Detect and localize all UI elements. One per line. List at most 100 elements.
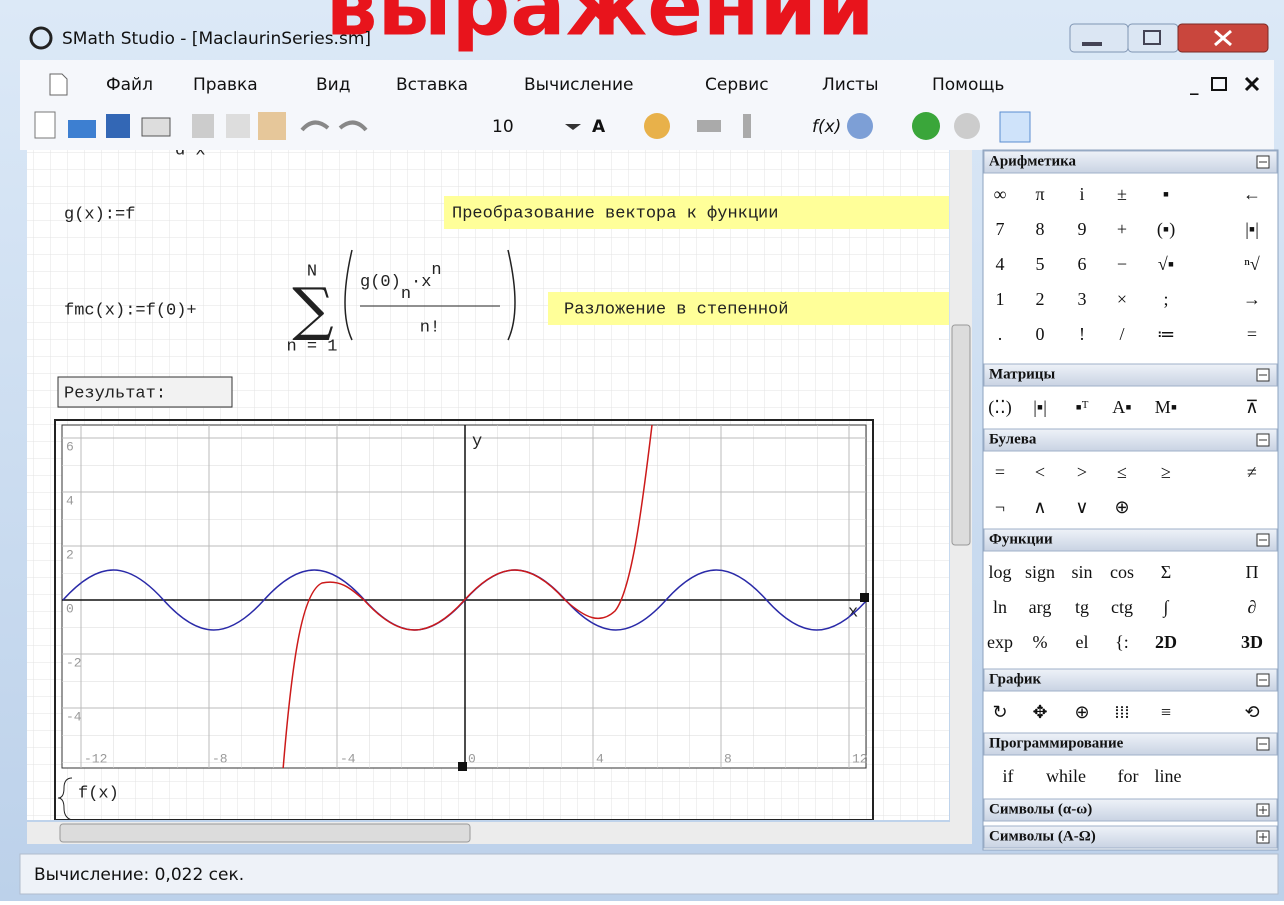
minimize-button[interactable]	[1069, 23, 1129, 53]
save-icon[interactable]	[106, 114, 130, 138]
open-icon[interactable]	[68, 120, 96, 138]
panel-button[interactable]: ≤	[1117, 462, 1127, 482]
panel-button[interactable]: Σ	[1161, 562, 1171, 582]
panel-button[interactable]: ;	[1163, 289, 1168, 309]
mdi-restore[interactable]	[1211, 77, 1227, 91]
panel-button[interactable]: √▪	[1158, 254, 1174, 274]
menu-item[interactable]: Сервис	[705, 75, 769, 95]
valign-icon[interactable]	[743, 114, 751, 138]
stop-icon[interactable]	[954, 113, 980, 139]
panel-button[interactable]: ⊼	[1245, 397, 1258, 417]
panel-button[interactable]: 5	[1036, 254, 1045, 274]
panel-button[interactable]: −	[1117, 254, 1127, 274]
panel-button[interactable]: if	[1003, 766, 1014, 786]
panel-button[interactable]: ≥	[1161, 462, 1171, 482]
panel-button[interactable]: ln	[993, 597, 1007, 617]
panel-button[interactable]: <	[1035, 462, 1045, 482]
align-icon[interactable]	[697, 120, 721, 132]
panel-button[interactable]: →	[1243, 289, 1261, 309]
menu-item[interactable]: Файл	[106, 75, 153, 95]
panel-header[interactable]	[983, 150, 1278, 174]
plot-handle[interactable]	[860, 593, 869, 602]
panel-button[interactable]: ≡	[1161, 702, 1171, 722]
panel-button[interactable]: arg	[1029, 597, 1052, 617]
panel-button[interactable]: ±	[1117, 184, 1127, 204]
size-dropdown[interactable]	[565, 124, 581, 130]
panel-button[interactable]: ∧	[1033, 497, 1046, 517]
panel-header[interactable]	[983, 668, 1278, 692]
font-size-box[interactable]: 10	[492, 117, 514, 137]
menu-item[interactable]: Помощь	[932, 75, 1004, 95]
panel-header[interactable]	[983, 428, 1278, 452]
mdi-close[interactable]	[1244, 76, 1260, 92]
paste-icon[interactable]	[258, 112, 286, 140]
panel-button[interactable]: ¬	[995, 497, 1005, 517]
panel-button[interactable]: 8	[1036, 219, 1045, 239]
panel-button[interactable]: ⁿ√	[1244, 254, 1260, 274]
mdi-minimize[interactable]: _	[1190, 76, 1199, 96]
panel-button[interactable]: ≔	[1157, 324, 1175, 344]
print-icon[interactable]	[141, 117, 171, 137]
panel-button[interactable]: 4	[996, 254, 1005, 274]
panel-button[interactable]: 0	[1036, 324, 1045, 344]
panel-header[interactable]	[983, 825, 1278, 849]
panel-button[interactable]: ←	[1243, 184, 1261, 204]
panel-button[interactable]: for	[1118, 766, 1139, 786]
panel-button[interactable]: cos	[1110, 562, 1134, 582]
panel-button[interactable]: sign	[1025, 562, 1055, 582]
calculate-icon[interactable]	[912, 112, 940, 140]
panel-button[interactable]: 9	[1078, 219, 1087, 239]
panel-button[interactable]: ∂	[1248, 597, 1257, 617]
copy-icon[interactable]	[226, 114, 250, 138]
panel-button[interactable]: ⊕	[1114, 497, 1129, 517]
menu-item[interactable]: Вставка	[396, 75, 468, 95]
panel-button[interactable]: A▪	[1112, 397, 1131, 417]
panel-button[interactable]: ⊕	[1074, 702, 1089, 722]
panel-button[interactable]: exp	[987, 632, 1013, 652]
panel-button[interactable]: 3	[1078, 289, 1087, 309]
panel-button[interactable]: =	[1247, 324, 1257, 344]
panel-button[interactable]: 2D	[1155, 632, 1177, 652]
panel-button[interactable]: el	[1076, 632, 1089, 652]
panel-button[interactable]: 1	[996, 289, 1005, 309]
plugin-icon[interactable]	[847, 113, 873, 139]
panel-button[interactable]: log	[988, 562, 1011, 582]
panel-button[interactable]: |▪|	[1245, 219, 1259, 239]
panel-button[interactable]: ⁞⁞⁞	[1114, 702, 1129, 722]
panel-button[interactable]: π	[1035, 184, 1044, 204]
panel-button[interactable]: ctg	[1111, 597, 1133, 617]
panel-button[interactable]: ✥	[1032, 702, 1047, 722]
plot-handle[interactable]	[458, 762, 467, 771]
panel-toggle[interactable]	[999, 111, 1031, 143]
panel-button[interactable]: (⁚⁚)	[988, 397, 1011, 418]
panel-header[interactable]	[983, 363, 1278, 387]
panel-button[interactable]: while	[1046, 766, 1086, 786]
panel-button[interactable]: sin	[1071, 562, 1092, 582]
scroll-thumb[interactable]	[59, 823, 471, 843]
panel-button[interactable]: (▪)	[1157, 219, 1175, 240]
panel-button[interactable]: .	[998, 324, 1003, 344]
menu-item[interactable]: Вычисление	[524, 75, 633, 95]
panel-button[interactable]: /	[1119, 324, 1124, 344]
cut-icon[interactable]	[192, 114, 214, 138]
panel-button[interactable]: M▪	[1155, 397, 1177, 417]
panel-button[interactable]: 2	[1036, 289, 1045, 309]
color-icon[interactable]	[644, 113, 670, 139]
panel-button[interactable]: ≠	[1247, 462, 1257, 482]
panel-button[interactable]: |▪|	[1033, 397, 1047, 417]
panel-button[interactable]: 6	[1078, 254, 1087, 274]
panel-button[interactable]: i	[1079, 184, 1084, 204]
panel-button[interactable]: ⟲	[1244, 702, 1259, 722]
redo-icon[interactable]	[338, 120, 368, 132]
undo-icon[interactable]	[300, 120, 330, 132]
panel-header[interactable]	[983, 732, 1278, 756]
menu-item[interactable]: Вид	[316, 75, 350, 95]
scroll-thumb[interactable]	[951, 324, 971, 546]
panel-button[interactable]: !	[1079, 324, 1085, 344]
menu-item[interactable]: Правка	[193, 75, 258, 95]
menu-item[interactable]: Листы	[822, 75, 879, 95]
panel-button[interactable]: 3D	[1241, 632, 1263, 652]
panel-button[interactable]: ×	[1117, 289, 1127, 309]
font-icon[interactable]: A	[592, 117, 606, 137]
panel-header[interactable]	[983, 528, 1278, 552]
